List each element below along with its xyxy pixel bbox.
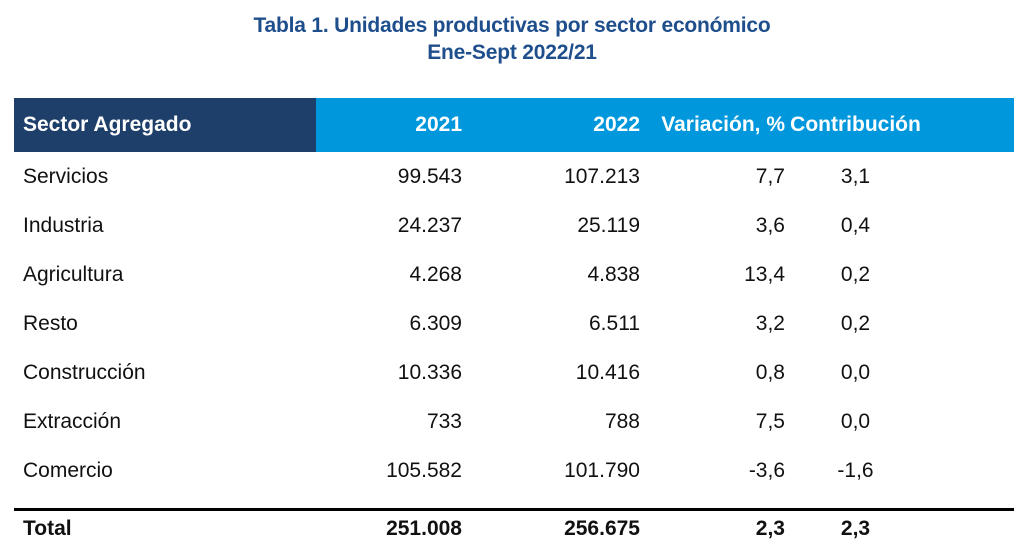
cell-contribucion: 0,2 <box>840 311 871 335</box>
cell-contribucion: 3,1 <box>840 164 871 188</box>
cell-2021: 105.582 <box>386 458 462 482</box>
table-row: Construcción 10.336 10.416 0,8 0,0 <box>14 348 1014 397</box>
cell-sector: Industria <box>23 213 104 237</box>
header-variacion: Variación, % <box>640 98 785 152</box>
cell-variacion: 3,2 <box>755 311 785 335</box>
cell-variacion: 3,6 <box>755 213 785 237</box>
table-row: Servicios 99.543 107.213 7,7 3,1 <box>14 152 1014 201</box>
total-variacion: 2,3 <box>755 517 785 540</box>
total-2022: 256.675 <box>564 517 640 540</box>
cell-2021: 733 <box>426 409 462 433</box>
cell-2022: 10.416 <box>575 360 640 384</box>
cell-2022: 107.213 <box>564 164 640 188</box>
table-header-row: Sector Agregado 2021 2022 Variación, % C… <box>14 98 1014 152</box>
table-body: Servicios 99.543 107.213 7,7 3,1 Industr… <box>14 152 1014 495</box>
cell-2021: 24.237 <box>397 213 462 237</box>
cell-contribucion: 0,2 <box>840 262 871 286</box>
table-row: Comercio 105.582 101.790 -3,6 -1,6 <box>14 446 1014 495</box>
cell-variacion: 7,5 <box>755 409 785 433</box>
header-2022: 2022 <box>462 98 640 152</box>
total-divider <box>14 508 1014 511</box>
total-contribucion: 2,3 <box>840 517 871 540</box>
cell-sector: Agricultura <box>23 262 124 286</box>
cell-variacion: 13,4 <box>744 262 785 286</box>
cell-sector: Extracción <box>23 409 122 433</box>
cell-2022: 788 <box>604 409 640 433</box>
cell-contribucion: 0,0 <box>840 409 871 433</box>
table-title: Tabla 1. Unidades productivas por sector… <box>253 14 771 37</box>
data-table: Sector Agregado 2021 2022 Variación, % C… <box>14 98 1014 547</box>
table-title-block: Tabla 1. Unidades productivas por sector… <box>0 12 1024 66</box>
header-contribucion: Contribución <box>785 98 1014 152</box>
cell-contribucion: -1,6 <box>837 458 874 482</box>
table-row: Agricultura 4.268 4.838 13,4 0,2 <box>14 250 1014 299</box>
table-row: Extracción 733 788 7,5 0,0 <box>14 397 1014 446</box>
cell-contribucion: 0,0 <box>840 360 871 384</box>
header-sector: Sector Agregado <box>14 98 316 152</box>
cell-sector: Comercio <box>23 458 113 482</box>
cell-2021: 99.543 <box>397 164 462 188</box>
cell-2022: 6.511 <box>589 311 640 335</box>
table-row: Resto 6.309 6.511 3,2 0,2 <box>14 299 1014 348</box>
cell-2021: 4.268 <box>409 262 462 286</box>
cell-variacion: 0,8 <box>755 360 785 384</box>
total-label: Total <box>23 517 72 540</box>
header-2021: 2021 <box>316 98 462 152</box>
cell-2022: 4.838 <box>587 262 640 286</box>
table-subtitle: Ene-Sept 2022/21 <box>427 41 597 64</box>
cell-sector: Resto <box>23 311 78 335</box>
total-row: Total 251.008 256.675 2,3 2,3 <box>14 511 1014 547</box>
cell-2022: 101.790 <box>564 458 640 482</box>
cell-sector: Construcción <box>23 360 146 384</box>
cell-sector: Servicios <box>23 164 109 188</box>
cell-variacion: 7,7 <box>755 164 785 188</box>
table-row: Industria 24.237 25.119 3,6 0,4 <box>14 201 1014 250</box>
cell-variacion: -3,6 <box>748 458 785 482</box>
total-2021: 251.008 <box>386 517 462 540</box>
cell-contribucion: 0,4 <box>840 213 871 237</box>
cell-2021: 6.309 <box>409 311 462 335</box>
cell-2022: 25.119 <box>577 213 640 237</box>
cell-2021: 10.336 <box>397 360 462 384</box>
